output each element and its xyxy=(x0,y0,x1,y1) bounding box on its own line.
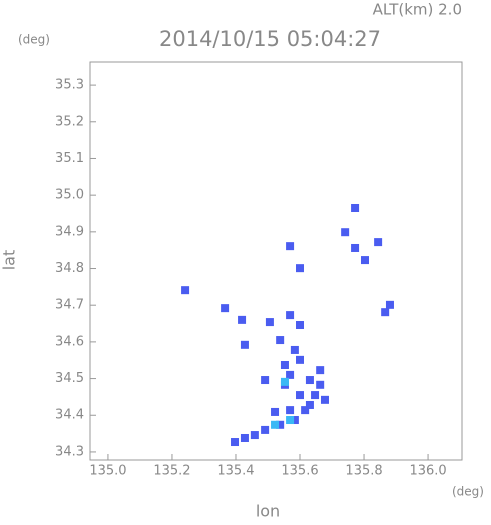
echo-cell xyxy=(286,416,295,425)
echo-cell xyxy=(351,203,360,212)
y-axis-label: lat xyxy=(0,250,19,271)
echo-cell xyxy=(265,318,274,327)
y-tick-label: 34.6 xyxy=(55,334,84,349)
echo-cell xyxy=(305,400,314,409)
echo-cell xyxy=(240,340,249,349)
y-tick-label: 34.9 xyxy=(55,224,84,239)
echo-cell xyxy=(296,391,305,400)
echo-cell xyxy=(290,345,299,354)
echo-cell xyxy=(290,416,299,425)
echo-cell xyxy=(381,308,390,317)
echo-cell xyxy=(385,300,394,309)
echo-cell xyxy=(240,433,249,442)
y-tick-label: 34.5 xyxy=(55,371,84,386)
x-unit: (deg) xyxy=(452,485,484,499)
echo-cell xyxy=(286,406,295,415)
echo-cell xyxy=(181,286,190,295)
y-tick-label: 35.3 xyxy=(55,78,84,93)
echo-cell xyxy=(320,395,329,404)
altitude-label: ALT(km) 2.0 xyxy=(373,1,462,19)
echo-cell xyxy=(271,420,280,429)
echo-cell xyxy=(374,238,383,247)
echo-cell xyxy=(360,256,369,265)
echo-cell xyxy=(296,355,305,364)
echo-cell xyxy=(286,311,295,320)
y-unit: (deg) xyxy=(18,33,50,47)
x-tick-label: 135.0 xyxy=(89,464,126,479)
echo-cell xyxy=(261,425,270,434)
echo-cell xyxy=(296,264,305,273)
echo-cell xyxy=(238,315,247,324)
echo-cell xyxy=(296,321,305,330)
echo-cell xyxy=(351,243,360,252)
echo-cell xyxy=(305,376,314,385)
echo-cell xyxy=(316,366,325,375)
echo-cell xyxy=(250,431,259,440)
echo-cell xyxy=(261,376,270,385)
y-tick-label: 35.2 xyxy=(55,114,84,129)
x-tick-label: 135.2 xyxy=(153,464,190,479)
echo-cell xyxy=(341,228,350,237)
echo-cell xyxy=(280,377,289,386)
y-tick-label: 35.0 xyxy=(55,188,84,203)
chart-title: 2014/10/15 05:04:27 xyxy=(159,27,381,51)
echo-cell xyxy=(276,420,285,429)
echo-cell xyxy=(221,304,230,313)
echo-cell xyxy=(286,370,295,379)
echo-cell xyxy=(316,380,325,389)
plot-frame xyxy=(89,61,463,461)
x-tick-label: 135.8 xyxy=(345,464,382,479)
x-tick-label: 135.6 xyxy=(281,464,318,479)
x-tick-label: 136.0 xyxy=(409,464,446,479)
y-tick-label: 34.8 xyxy=(55,261,84,276)
y-tick-label: 35.1 xyxy=(55,151,84,166)
y-tick-label: 34.7 xyxy=(55,298,84,313)
echo-cell xyxy=(286,242,295,251)
x-tick-label: 135.4 xyxy=(217,464,254,479)
echo-cell xyxy=(231,438,240,447)
echo-cell xyxy=(276,336,285,345)
y-tick-label: 34.3 xyxy=(55,444,84,459)
echo-cell xyxy=(271,407,280,416)
echo-cell xyxy=(311,391,320,400)
echo-cell xyxy=(280,360,289,369)
y-tick-label: 34.4 xyxy=(55,408,84,423)
echo-cell xyxy=(301,406,310,415)
x-axis-label: lon xyxy=(256,502,280,521)
